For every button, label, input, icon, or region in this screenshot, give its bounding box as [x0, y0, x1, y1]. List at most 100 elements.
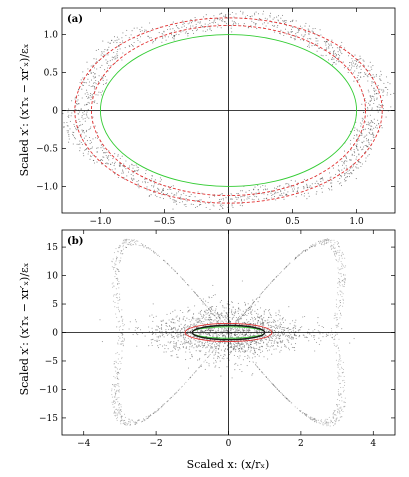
particle-point: [199, 357, 201, 359]
particle-point: [293, 324, 295, 326]
particle-point: [139, 36, 142, 38]
halo-point: [146, 247, 148, 249]
particle-point: [197, 341, 199, 343]
particle-point: [126, 29, 128, 31]
halo-point: [120, 317, 122, 319]
halo-point: [264, 289, 266, 291]
particle-point: [244, 322, 246, 324]
particle-point: [105, 82, 108, 84]
halo-point: [278, 390, 280, 392]
particle-point: [373, 127, 375, 129]
halo-point: [313, 418, 315, 420]
halo-point: [122, 337, 123, 339]
halo-point: [332, 413, 334, 415]
particle-point: [87, 97, 89, 99]
halo-point: [118, 271, 120, 272]
particle-point: [194, 20, 196, 22]
particle-point: [372, 134, 374, 136]
halo-point: [273, 279, 275, 281]
particle-point: [295, 325, 297, 327]
particle-point: [201, 192, 203, 194]
particle-point: [73, 125, 76, 127]
halo-point: [312, 243, 314, 245]
particle-point: [243, 322, 245, 324]
halo-point: [184, 383, 185, 385]
particle-point: [195, 23, 197, 25]
halo-point: [277, 274, 279, 276]
particle-point: [278, 309, 280, 311]
halo-point: [344, 405, 346, 407]
halo-point: [112, 384, 113, 386]
particle-point: [177, 356, 179, 358]
particle-point: [111, 59, 113, 61]
halo-point: [210, 310, 211, 312]
particle-point: [201, 343, 203, 345]
particle-point: [360, 57, 362, 59]
particle-point: [274, 324, 277, 326]
particle-point: [173, 36, 175, 38]
particle-point: [262, 328, 264, 330]
particle-point: [258, 316, 260, 318]
particle-point: [360, 134, 362, 136]
halo-point: [327, 239, 329, 241]
halo-point: [182, 278, 184, 280]
particle-point: [283, 21, 285, 23]
halo-point: [331, 422, 333, 424]
particle-point: [156, 329, 158, 331]
halo-point: [338, 257, 340, 259]
particle-point: [250, 319, 252, 321]
particle-point: [340, 175, 342, 177]
particle-point: [303, 178, 305, 180]
x-tick-label: −1.0: [89, 217, 111, 227]
halo-point: [114, 262, 116, 264]
halo-point: [340, 313, 341, 315]
halo-point: [116, 419, 118, 421]
halo-point: [334, 252, 336, 254]
particle-point: [283, 198, 285, 200]
particle-point: [271, 340, 273, 342]
halo-point: [121, 335, 123, 336]
halo-point: [215, 317, 217, 319]
halo-point: [118, 386, 120, 388]
particle-point: [209, 28, 211, 30]
particle-point: [367, 155, 369, 157]
halo-point: [123, 419, 125, 421]
particle-point: [191, 344, 193, 346]
halo-point: [333, 339, 335, 341]
particle-point: [250, 312, 252, 314]
halo-point: [287, 399, 289, 401]
particle-point: [261, 319, 263, 321]
particle-point: [208, 332, 210, 335]
particle-point: [240, 351, 242, 353]
particle-point: [238, 308, 240, 310]
particle-point: [199, 340, 201, 342]
halo-point: [337, 325, 339, 327]
particle-point: [257, 315, 259, 317]
particle-point: [358, 160, 360, 162]
particle-point: [122, 165, 124, 168]
halo-point: [341, 408, 343, 410]
particle-point: [338, 61, 340, 63]
halo-point: [294, 406, 296, 408]
halo-point: [127, 239, 129, 241]
halo-point: [129, 418, 131, 420]
boundary-ellipse: [91, 25, 366, 196]
halo-point: [283, 268, 285, 270]
particle-point: [174, 201, 176, 203]
halo-point: [273, 385, 275, 387]
halo-point: [338, 395, 340, 397]
particle-point: [199, 201, 201, 203]
particle-point: [205, 328, 207, 330]
particle-point: [252, 352, 254, 354]
particle-point: [227, 349, 229, 351]
particle-point: [139, 41, 141, 43]
particle-point: [149, 31, 151, 33]
particle-point: [229, 327, 231, 329]
halo-point: [257, 297, 259, 298]
particle-point: [254, 23, 256, 25]
particle-point: [86, 114, 88, 116]
particle-point: [269, 312, 271, 314]
particle-point: [253, 348, 255, 350]
particle-point: [122, 172, 125, 174]
particle-point: [225, 14, 227, 16]
